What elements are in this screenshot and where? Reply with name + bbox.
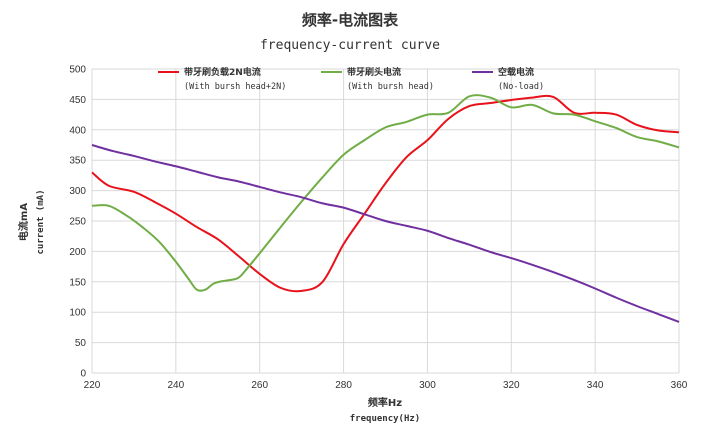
y-tick-label: 0 <box>80 369 86 380</box>
y-axis-label: 电流mA <box>17 203 30 241</box>
legend: 带牙刷负载2N电流 (With bursh head+2N) 带牙刷头电流 (With… <box>158 66 544 92</box>
x-tick-label: 240 <box>168 380 185 391</box>
chart-subtitle: frequency-current curve <box>260 38 440 53</box>
y-tick-label: 50 <box>75 338 87 349</box>
y-tick-label: 150 <box>69 277 86 288</box>
legend-sublabel: (With bursh head) <box>347 82 434 92</box>
y-tick-label: 300 <box>69 186 86 197</box>
legend-label: 空载电流 <box>498 66 534 78</box>
x-tick-label: 280 <box>335 380 352 391</box>
tick-layer: 0 50 100 150 200 250 300 350 400 450 500 220 240 260 2… <box>69 65 687 392</box>
legend-label: 带牙刷头电流 <box>347 66 401 78</box>
x-tick-label: 260 <box>251 380 268 391</box>
series-line-3 <box>91 144 680 323</box>
x-axis-label: 频率Hz <box>368 396 402 409</box>
y-tick-label: 450 <box>69 95 86 106</box>
x-tick-label: 320 <box>503 380 520 391</box>
x-tick-label: 340 <box>587 380 604 391</box>
chart-title: 频率-电流图表 <box>302 11 399 29</box>
series-layer <box>91 94 680 323</box>
y-tick-label: 350 <box>69 156 86 167</box>
x-axis-label-sub: frequency(Hz) <box>350 414 420 424</box>
legend-sublabel: (No-load) <box>498 82 544 92</box>
y-tick-label: 250 <box>69 217 86 228</box>
x-tick-label: 300 <box>419 380 436 391</box>
x-tick-label: 360 <box>671 380 688 391</box>
y-tick-label: 100 <box>69 308 86 319</box>
legend-sublabel: (With bursh head+2N) <box>184 82 286 92</box>
series-line-2 <box>91 94 680 292</box>
y-axis-label-sub: current (mA) <box>36 189 46 254</box>
y-tick-label: 200 <box>69 247 86 258</box>
y-tick-label: 500 <box>69 65 86 76</box>
x-tick-label: 220 <box>84 380 101 391</box>
series-line-1 <box>91 94 680 293</box>
legend-label: 带牙刷负载2N电流 <box>184 66 261 78</box>
y-tick-label: 400 <box>69 125 86 136</box>
